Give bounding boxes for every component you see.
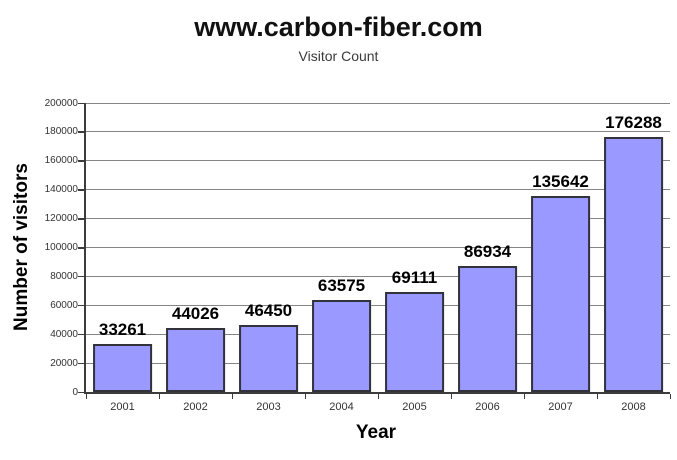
- y-tick: [78, 218, 84, 220]
- y-tick: [78, 131, 84, 133]
- y-tick-label: 180000: [44, 126, 78, 138]
- x-tick-label: 2003: [256, 401, 281, 413]
- y-tick-label: 60000: [50, 299, 78, 311]
- y-tick-label: 40000: [50, 328, 78, 340]
- y-tick: [78, 333, 84, 336]
- plot-area: 33261 44026 46450 63575 69111 86934 135642 1762…: [84, 102, 670, 394]
- x-tick-label: 2007: [548, 401, 573, 413]
- bar-cell: 63575: [305, 103, 378, 392]
- y-tick-label: 0: [72, 386, 78, 398]
- x-tick-label: 2001: [110, 401, 135, 413]
- bar-series: 33261 44026 46450 63575 69111 86934 135642 1762…: [86, 103, 670, 392]
- bar-value-label: 176288: [605, 113, 662, 133]
- y-tick-label: 20000: [50, 357, 78, 369]
- bar-cell: 69111: [378, 103, 451, 392]
- gridline: [86, 333, 670, 335]
- gridline: [86, 362, 670, 364]
- gridline: [86, 304, 670, 306]
- bar: [603, 137, 664, 392]
- y-tick-label: 160000: [44, 155, 78, 167]
- bar: [311, 300, 372, 392]
- bar-cell: 44026: [159, 103, 232, 392]
- bar-value-label: 44026: [171, 304, 220, 324]
- bar: [165, 328, 226, 392]
- bar-value-label: 69111: [391, 268, 438, 288]
- x-tick: [304, 394, 306, 399]
- y-tick: [78, 362, 84, 365]
- y-tick: [78, 391, 84, 393]
- x-tick-label: 2006: [475, 401, 500, 413]
- gridline: [86, 218, 670, 220]
- bar-value-label: 46450: [244, 300, 293, 320]
- y-tick: [78, 102, 84, 104]
- gridline: [86, 189, 670, 191]
- gridline: [86, 160, 670, 162]
- bar-cell: 176288: [597, 103, 670, 392]
- y-tick-label: 200000: [44, 97, 78, 109]
- x-tick-label: 2008: [621, 401, 646, 413]
- y-tick-label: 140000: [44, 184, 78, 196]
- y-tick: [78, 247, 84, 249]
- bar: [92, 343, 153, 392]
- bar-value-label: 86934: [463, 242, 512, 262]
- x-axis-title: Year: [355, 422, 397, 443]
- x-tick-label: 2005: [402, 401, 427, 413]
- bar-value-label: 63575: [317, 276, 366, 296]
- y-tick-label: 100000: [44, 242, 78, 253]
- x-tick-label: 2002: [183, 401, 208, 413]
- x-tick: [450, 394, 452, 399]
- y-tick: [78, 189, 84, 191]
- y-tick: [78, 304, 84, 307]
- chart-title: www.carbon-fiber.com: [194, 12, 483, 42]
- y-tick: [78, 275, 84, 278]
- x-tick: [85, 394, 87, 399]
- bar-value-label: 135642: [532, 172, 589, 191]
- chart-subtitle: Visitor Count: [298, 48, 379, 64]
- x-tick: [669, 394, 671, 399]
- bar: [530, 196, 591, 392]
- y-axis-title: Number of visitors: [11, 163, 32, 331]
- y-tick-label: 120000: [44, 213, 78, 225]
- bar-value-label: 33261: [98, 319, 147, 339]
- bar: [384, 292, 445, 392]
- gridline: [86, 102, 670, 104]
- x-tick: [231, 394, 233, 399]
- bar-cell: 33261: [86, 103, 159, 392]
- bar-cell: 46450: [232, 103, 305, 392]
- bar: [457, 266, 518, 392]
- gridline: [86, 275, 670, 277]
- y-tick: [78, 160, 84, 162]
- x-tick: [596, 394, 598, 399]
- x-tick: [377, 394, 379, 399]
- gridline: [86, 131, 670, 133]
- bar: [238, 324, 299, 392]
- bar-cell: 86934: [451, 103, 524, 392]
- x-tick: [158, 394, 160, 399]
- bar-cell: 135642: [524, 103, 597, 392]
- gridline: [86, 247, 670, 248]
- x-tick: [523, 394, 525, 399]
- x-tick-label: 2004: [329, 401, 354, 413]
- y-tick-label: 80000: [50, 270, 78, 282]
